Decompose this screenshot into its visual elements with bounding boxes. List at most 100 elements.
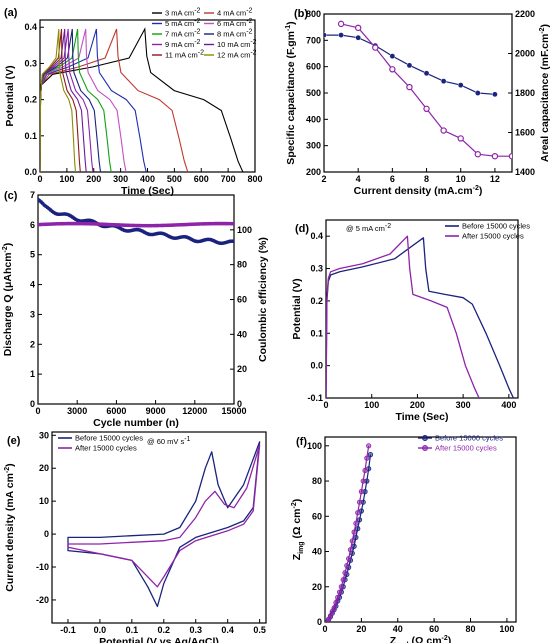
x-tick-label: 0: [35, 406, 40, 416]
data-point: [355, 526, 361, 532]
y-tick-label: 6: [30, 220, 35, 230]
x-axis-label: Time (Sec): [121, 185, 174, 197]
series-line: [67, 444, 261, 588]
series-line: [40, 28, 189, 172]
y2-tick-label: 2200: [515, 9, 535, 19]
data-point: [457, 135, 464, 142]
y-tick-label: 1: [30, 369, 35, 379]
x-tick-label: 60: [429, 624, 439, 634]
y-tick-label: 0.0: [310, 361, 323, 371]
y-tick-label: 0.3: [310, 264, 323, 274]
x-tick-label: 700: [221, 174, 236, 184]
series-line: [40, 27, 244, 172]
legend-label: 11 mA cm-2: [165, 50, 204, 60]
y2-axis-label: Areal capacitance (mF.cm-2): [539, 24, 550, 162]
data-point: [351, 543, 357, 549]
data-point: [337, 20, 345, 28]
y-axis-label: Specific capacitance (F.gm-1): [285, 21, 297, 164]
panel-label: (f): [296, 436, 307, 448]
x-tick-label: 300: [456, 400, 471, 410]
legend-marker: [422, 435, 428, 441]
y-tick-label: 3: [30, 309, 35, 319]
x-tick-label: 6000: [106, 406, 126, 416]
data-point: [333, 600, 339, 606]
legend-label: 9 mA cm-2: [165, 39, 201, 49]
x-tick-label: 6: [390, 174, 395, 184]
y2-axis-label: Coulombic efficiency (%): [257, 237, 269, 362]
panel-e: -0.1 0.0 0.1 0.2 0.3 0.4 0.5 -20 -10 0 10 20 30 (e) Po…: [4, 430, 267, 643]
legend-label: 5 mA cm-2: [165, 18, 201, 28]
y-tick-label: 20: [312, 582, 322, 592]
y2-tick-label: 40: [237, 329, 247, 339]
data-point: [356, 517, 363, 523]
data-point: [338, 584, 344, 590]
legend-label: Before 15000 cycles: [435, 434, 503, 443]
x-axis-label: Cycle number (n): [93, 417, 179, 429]
plot-area: [326, 235, 514, 398]
x-tick-label: 0.5: [253, 625, 266, 635]
plot-area: [325, 443, 374, 622]
y-tick-label: 0.1: [310, 328, 323, 338]
y2-tick-label: 1400: [515, 167, 535, 177]
panel-b: 2 4 6 8 10 12 200 300 400 500 600 700 800 1400 1600 180…: [285, 8, 550, 197]
x-tick-label: 20: [356, 624, 366, 634]
y-tick-label: 0: [44, 529, 49, 539]
y2-tick-label: 1600: [515, 128, 535, 138]
data-point: [358, 489, 364, 495]
y-tick-label: -10: [36, 562, 49, 572]
x-axis-label: Potential (V vs Ag/AgCl): [99, 636, 219, 643]
data-point: [342, 570, 348, 576]
plot-frame: [51, 431, 267, 624]
x-tick-label: 40: [393, 624, 403, 634]
y-tick-label: 800: [306, 9, 321, 19]
plot-area: [67, 441, 261, 608]
y-tick-label: 0.2: [310, 296, 323, 306]
y2-tick-label: 20: [237, 364, 247, 374]
data-point: [389, 66, 396, 73]
x-tick-label: 0: [37, 174, 42, 184]
data-point: [351, 529, 357, 535]
plot-area: [38, 197, 234, 246]
y-tick-label: 80: [312, 476, 322, 486]
x-tick-label: 400: [140, 174, 155, 184]
panel-label: (a): [4, 7, 18, 19]
x-tick-label: 12: [490, 174, 500, 184]
y-tick-label: 0.1: [24, 131, 37, 141]
data-point: [475, 90, 481, 96]
legend-label: After 15000 cycles: [462, 232, 524, 241]
y-tick-label: 30: [39, 430, 49, 440]
x-tick-label: 80: [466, 624, 476, 634]
y-tick-label: 700: [306, 35, 321, 45]
x-tick-label: 8: [424, 174, 429, 184]
x-tick-label: 0.3: [189, 625, 202, 635]
data-point: [406, 83, 413, 91]
y-tick-label: 300: [306, 141, 321, 151]
series-line: [40, 28, 112, 172]
x-tick-label: 4: [356, 174, 361, 184]
data-point: [440, 127, 447, 134]
data-point: [353, 534, 359, 541]
data-point: [324, 32, 327, 38]
data-point: [364, 455, 370, 461]
x-tick-label: 0: [323, 400, 328, 410]
panel-label: (d): [295, 223, 309, 235]
data-point: [406, 62, 413, 69]
data-point: [457, 82, 464, 88]
y2-tick-label: 80: [237, 260, 247, 270]
y2-tick-label: 1800: [515, 88, 535, 98]
y-tick-label: 0.4: [24, 22, 37, 32]
legend-label: 6 mA cm-2: [217, 18, 253, 28]
x-tick-label: 100: [499, 624, 514, 634]
x-tick-label: 12000: [182, 406, 207, 416]
y-axis-label: Current density (mA cm-2): [4, 463, 16, 591]
y-tick-label: 40: [312, 547, 322, 557]
data-point: [356, 499, 363, 505]
data-point: [232, 221, 234, 226]
x-axis-label: Zreal (Ω cm-2): [390, 635, 452, 643]
legend-label: 4 mA cm-2: [217, 8, 253, 18]
y-tick-label: -0.1: [307, 393, 323, 403]
data-point: [367, 452, 374, 458]
data-point: [360, 478, 366, 484]
data-point: [349, 538, 355, 544]
